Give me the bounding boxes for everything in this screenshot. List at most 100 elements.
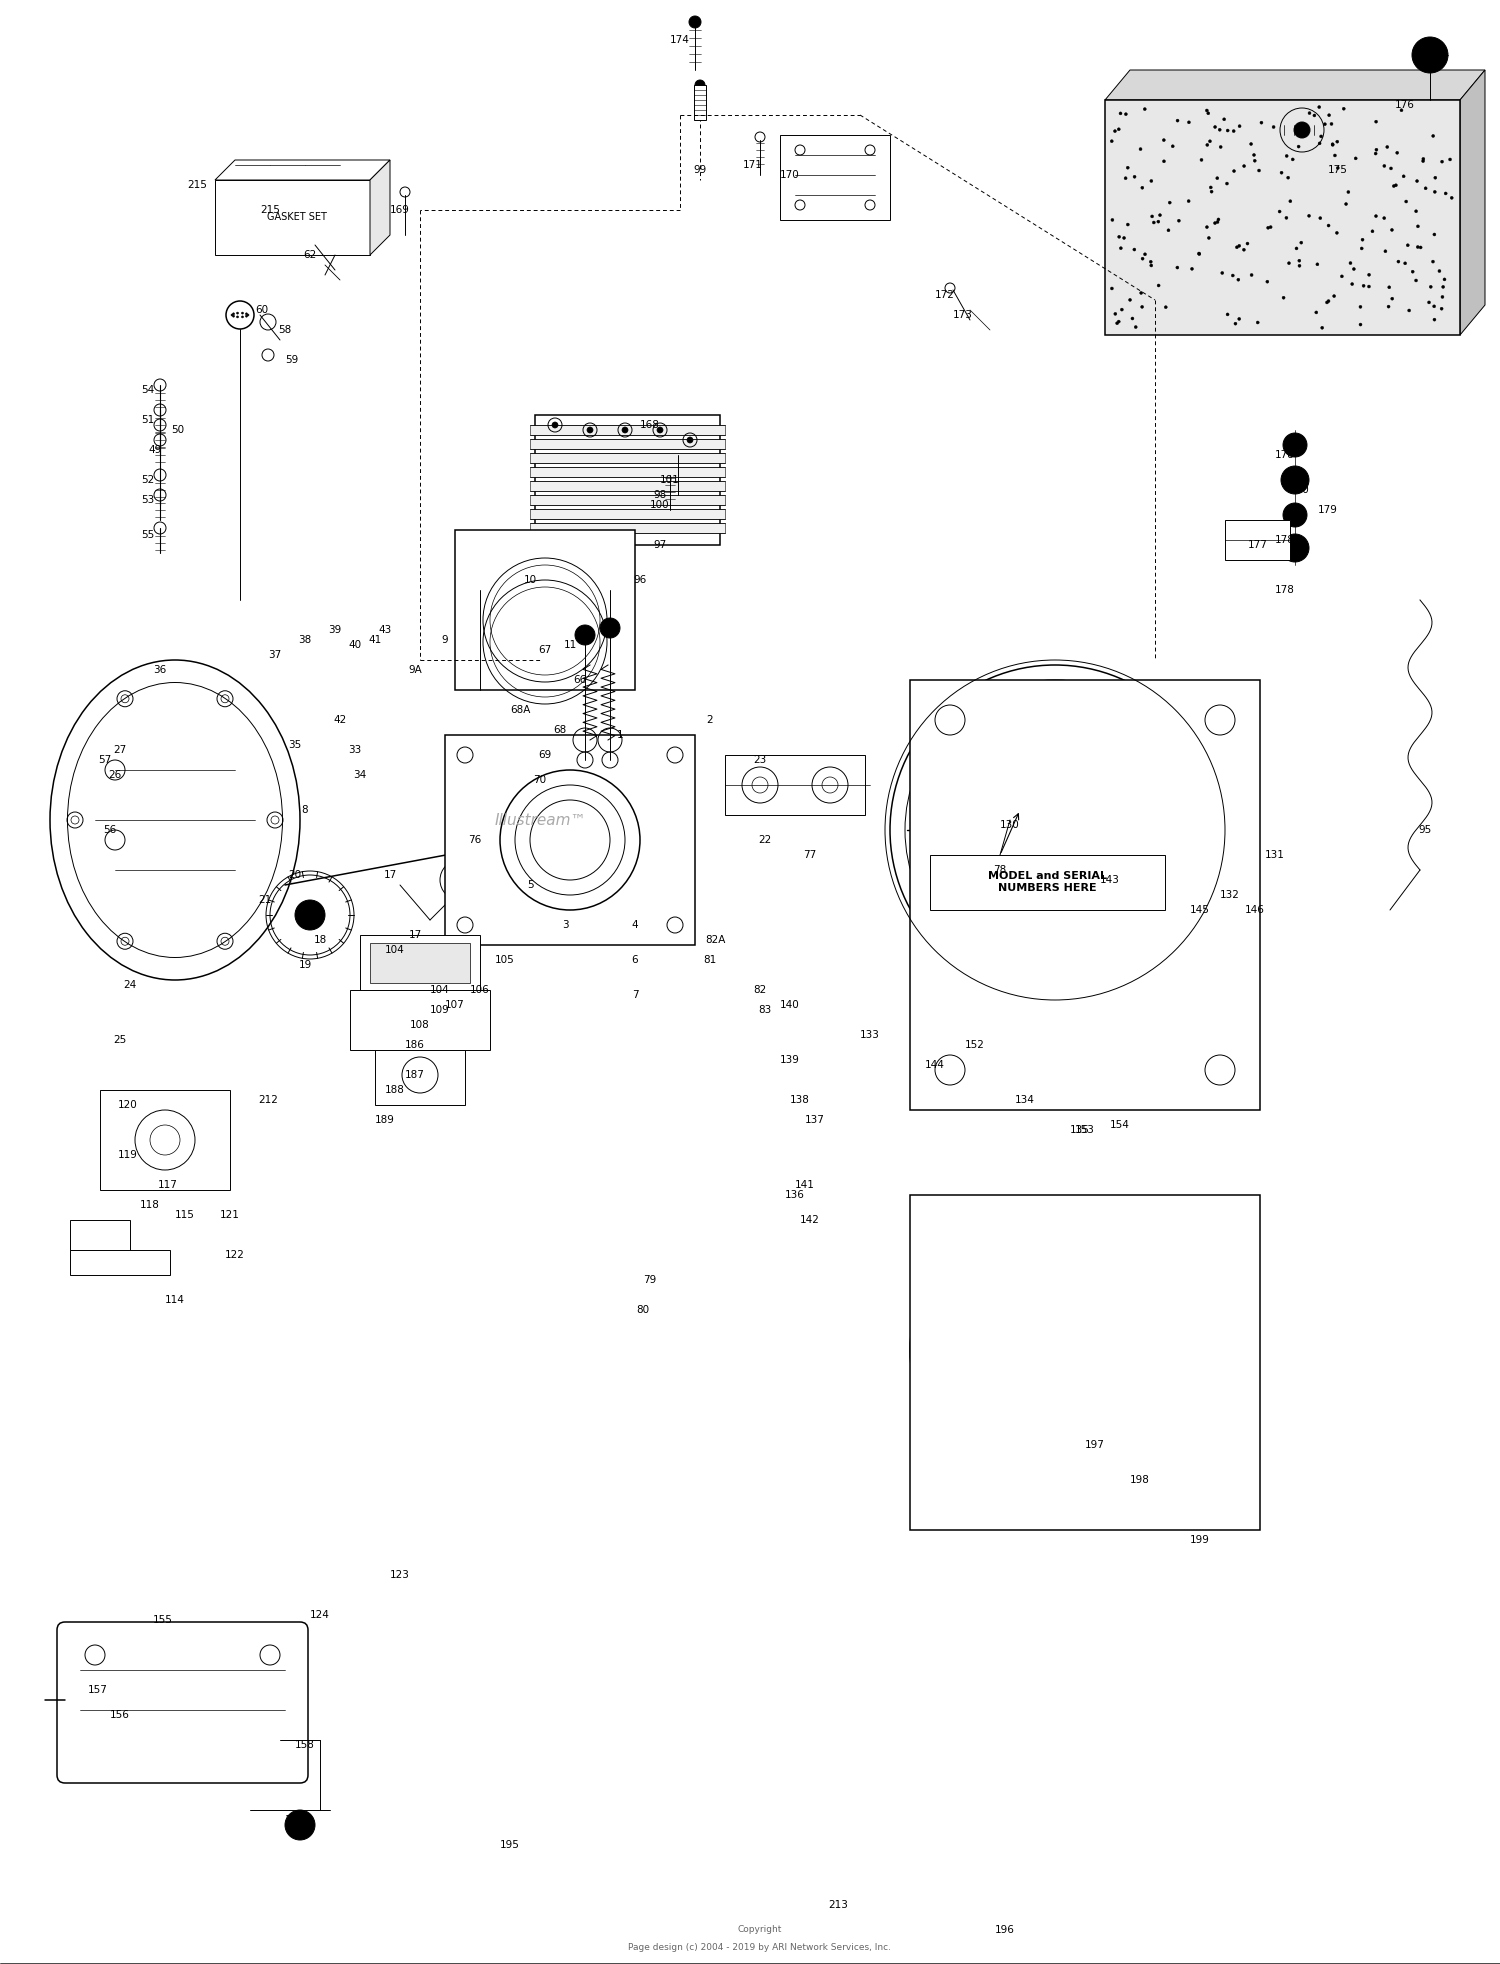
Circle shape — [1178, 220, 1180, 222]
Circle shape — [1172, 145, 1174, 147]
Text: 175: 175 — [1328, 165, 1348, 175]
Text: 178: 178 — [1275, 450, 1294, 460]
Circle shape — [1407, 308, 1410, 312]
Circle shape — [1282, 503, 1306, 526]
Circle shape — [1330, 143, 1334, 145]
Circle shape — [1186, 200, 1190, 202]
Text: 17: 17 — [408, 931, 422, 941]
Text: 158: 158 — [296, 1740, 315, 1750]
Circle shape — [1388, 304, 1390, 308]
Text: 38: 38 — [298, 634, 312, 644]
Text: 83: 83 — [759, 1006, 771, 1015]
Circle shape — [1143, 253, 1146, 255]
Circle shape — [1300, 242, 1304, 244]
Text: 21: 21 — [258, 896, 272, 905]
Text: 76: 76 — [468, 835, 482, 845]
Circle shape — [1374, 151, 1377, 155]
Circle shape — [232, 312, 234, 314]
Text: 157: 157 — [88, 1685, 108, 1695]
Circle shape — [1281, 534, 1310, 562]
Circle shape — [1400, 108, 1402, 112]
Circle shape — [1140, 304, 1143, 308]
Circle shape — [1347, 191, 1350, 194]
Text: 168: 168 — [640, 420, 660, 430]
Circle shape — [1359, 304, 1362, 308]
Circle shape — [1156, 220, 1160, 224]
Text: Copyright: Copyright — [738, 1925, 782, 1935]
Text: 11: 11 — [564, 640, 576, 650]
Circle shape — [1208, 236, 1210, 240]
Text: 186: 186 — [405, 1041, 424, 1051]
Text: MODEL and SERIAL
NUMBERS HERE: MODEL and SERIAL NUMBERS HERE — [987, 872, 1107, 894]
Circle shape — [1122, 236, 1125, 240]
Circle shape — [1316, 310, 1318, 314]
Text: 155: 155 — [153, 1614, 173, 1624]
Circle shape — [1278, 210, 1281, 212]
Circle shape — [1308, 214, 1311, 218]
Circle shape — [1118, 236, 1120, 238]
Circle shape — [600, 619, 619, 638]
Circle shape — [1156, 285, 1160, 287]
Bar — [70, 1220, 130, 1249]
Text: 198: 198 — [1130, 1475, 1150, 1485]
Circle shape — [1118, 128, 1120, 132]
Circle shape — [1242, 165, 1245, 167]
Circle shape — [1232, 130, 1234, 134]
Circle shape — [1323, 122, 1326, 126]
Circle shape — [246, 314, 248, 316]
Text: 118: 118 — [140, 1200, 160, 1210]
Circle shape — [1432, 318, 1436, 322]
Text: 37: 37 — [268, 650, 282, 660]
Circle shape — [1149, 261, 1152, 263]
Circle shape — [1281, 465, 1310, 495]
Circle shape — [1131, 316, 1134, 320]
Text: 136: 136 — [784, 1190, 806, 1200]
Text: 213: 213 — [828, 1899, 848, 1911]
Circle shape — [1384, 249, 1388, 253]
Text: 145: 145 — [1190, 905, 1210, 915]
Text: 170: 170 — [780, 171, 800, 181]
Text: 54: 54 — [141, 385, 154, 395]
Circle shape — [1328, 114, 1330, 116]
Circle shape — [1252, 153, 1256, 157]
Bar — [530, 522, 724, 532]
Text: 9: 9 — [441, 634, 448, 644]
Text: 215: 215 — [260, 204, 280, 214]
Text: 142: 142 — [800, 1216, 820, 1226]
Circle shape — [1320, 136, 1323, 137]
Bar — [100, 1090, 230, 1190]
Circle shape — [1222, 118, 1226, 122]
Circle shape — [1260, 122, 1263, 124]
Circle shape — [1286, 155, 1288, 157]
Circle shape — [1110, 139, 1113, 143]
Circle shape — [231, 314, 232, 316]
Circle shape — [1371, 230, 1374, 234]
Text: 132: 132 — [1220, 890, 1240, 900]
Circle shape — [242, 312, 243, 314]
Polygon shape — [476, 589, 615, 630]
Circle shape — [1368, 285, 1371, 289]
Circle shape — [1388, 287, 1390, 289]
Text: 67: 67 — [538, 644, 552, 656]
Text: 106: 106 — [470, 986, 490, 996]
Text: 153: 153 — [1076, 1125, 1095, 1135]
Text: 82: 82 — [753, 986, 766, 996]
Circle shape — [1376, 147, 1378, 151]
Circle shape — [1116, 322, 1119, 324]
Circle shape — [1383, 216, 1386, 220]
Bar — [530, 424, 724, 434]
Circle shape — [1335, 232, 1338, 234]
Circle shape — [232, 314, 234, 316]
Circle shape — [1030, 805, 1080, 854]
FancyBboxPatch shape — [57, 1622, 308, 1783]
Text: 25: 25 — [114, 1035, 126, 1045]
Circle shape — [1282, 297, 1286, 299]
Text: 70: 70 — [534, 776, 546, 786]
Polygon shape — [1106, 71, 1485, 100]
Text: 180: 180 — [1290, 485, 1310, 495]
Circle shape — [1286, 216, 1288, 220]
Text: 199: 199 — [1190, 1536, 1210, 1546]
Text: 141: 141 — [795, 1180, 814, 1190]
Text: 43: 43 — [378, 625, 392, 634]
Bar — [454, 530, 634, 689]
